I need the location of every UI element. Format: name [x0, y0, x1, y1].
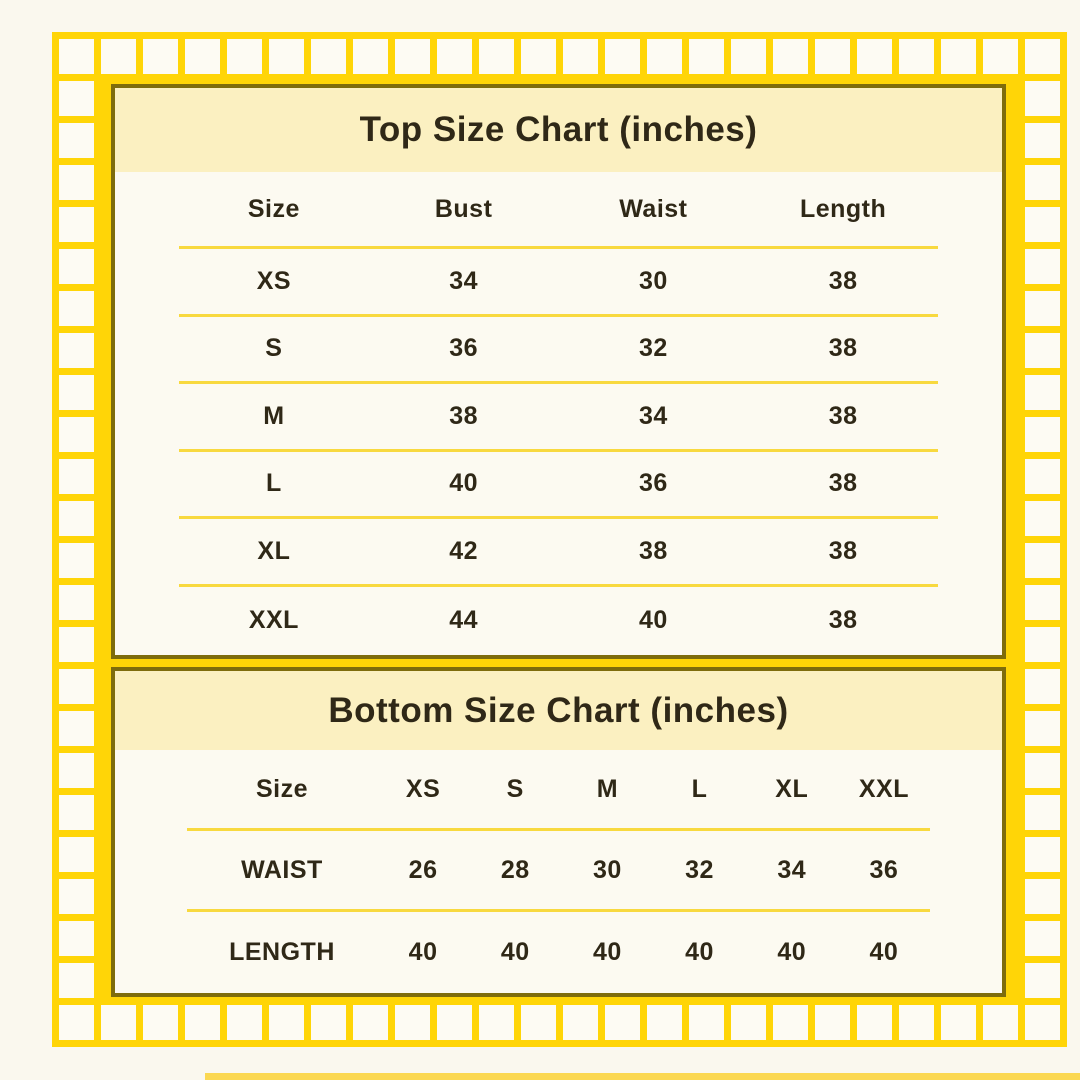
- table-cell: 28: [500, 855, 530, 884]
- table-cell: 38: [828, 266, 858, 295]
- table-cell: L: [265, 469, 282, 498]
- table-cell: 38: [828, 469, 858, 498]
- top-chart-title-band: Top Size Chart (inches): [115, 88, 1002, 172]
- column-header: L: [691, 774, 708, 803]
- bottom-chart-title: Bottom Size Chart (inches): [328, 690, 789, 730]
- table-cell: LENGTH: [229, 938, 335, 966]
- bottom-size-table: Size XS S M L XL XXL WAIST 26 28 30 32 34 36 LENGTH 40 4…: [115, 750, 1002, 993]
- table-cell: 40: [449, 469, 479, 498]
- table-cell: 34: [449, 266, 479, 295]
- top-size-table: Size Bust Waist Length XS 34 30 38 S 36 32 38 M 38 34 3…: [115, 172, 1002, 654]
- table-cell: 40: [869, 938, 899, 966]
- table-cell: XL: [257, 536, 291, 565]
- table-cell: 36: [638, 469, 668, 498]
- table-cell: 40: [500, 938, 530, 966]
- table-header-row: Size XS S M L XL XXL: [187, 750, 930, 831]
- table-row: S 36 32 38: [179, 317, 938, 384]
- table-row: LENGTH 40 40 40 40 40 40: [187, 912, 930, 993]
- table-row: XS 34 30 38: [179, 249, 938, 317]
- column-header: Bust: [434, 194, 493, 223]
- table-cell: 30: [593, 855, 622, 884]
- column-header: S: [506, 774, 524, 803]
- table-cell: 38: [638, 536, 668, 565]
- table-cell: 38: [449, 401, 479, 430]
- table-cell: WAIST: [241, 855, 323, 884]
- table-cell: S: [265, 334, 283, 363]
- table-cell: 36: [869, 855, 899, 884]
- column-header: Waist: [619, 194, 688, 223]
- table-cell: 44: [449, 605, 479, 634]
- bottom-edge-strip: [205, 1073, 1080, 1080]
- table-cell: 32: [685, 855, 714, 884]
- table-row: WAIST 26 28 30 32 34 36: [187, 831, 930, 912]
- table-cell: 34: [638, 401, 668, 430]
- table-cell: XXL: [248, 605, 299, 634]
- table-cell: 38: [828, 401, 858, 430]
- table-cell: 40: [408, 938, 438, 966]
- column-header: Length: [799, 194, 887, 223]
- table-cell: 40: [638, 605, 668, 634]
- table-cell: 26: [408, 855, 438, 884]
- table-row: XXL 44 40 38: [179, 587, 938, 655]
- table-cell: M: [263, 401, 285, 430]
- table-row: M 38 34 38: [179, 384, 938, 452]
- table-row: L 40 36 38: [179, 452, 938, 519]
- table-cell: 36: [449, 334, 479, 363]
- column-header: XS: [405, 774, 441, 803]
- bottom-chart-title-band: Bottom Size Chart (inches): [115, 671, 1002, 750]
- table-header-row: Size Bust Waist Length: [179, 172, 938, 249]
- table-cell: 38: [828, 536, 858, 565]
- table-cell: 32: [638, 334, 668, 363]
- column-header: M: [596, 774, 619, 803]
- table-cell: 40: [777, 938, 807, 966]
- table-row: XL 42 38 38: [179, 519, 938, 587]
- column-header: Size: [255, 774, 309, 803]
- table-cell: 40: [685, 938, 714, 966]
- table-cell: 38: [828, 334, 858, 363]
- column-header: XL: [775, 774, 809, 803]
- table-cell: 42: [449, 536, 479, 565]
- top-size-chart-panel: Top Size Chart (inches) Size Bust Waist Len…: [111, 84, 1006, 659]
- table-cell: XS: [256, 266, 292, 295]
- bottom-size-chart-panel: Bottom Size Chart (inches) Size XS S M L XL XX…: [111, 667, 1006, 997]
- table-cell: 38: [828, 605, 858, 634]
- table-cell: 30: [638, 266, 668, 295]
- column-header: Size: [247, 194, 300, 223]
- table-cell: 34: [777, 855, 807, 884]
- table-cell: 40: [593, 938, 622, 966]
- top-chart-title: Top Size Chart (inches): [359, 110, 758, 149]
- column-header: XXL: [858, 774, 909, 803]
